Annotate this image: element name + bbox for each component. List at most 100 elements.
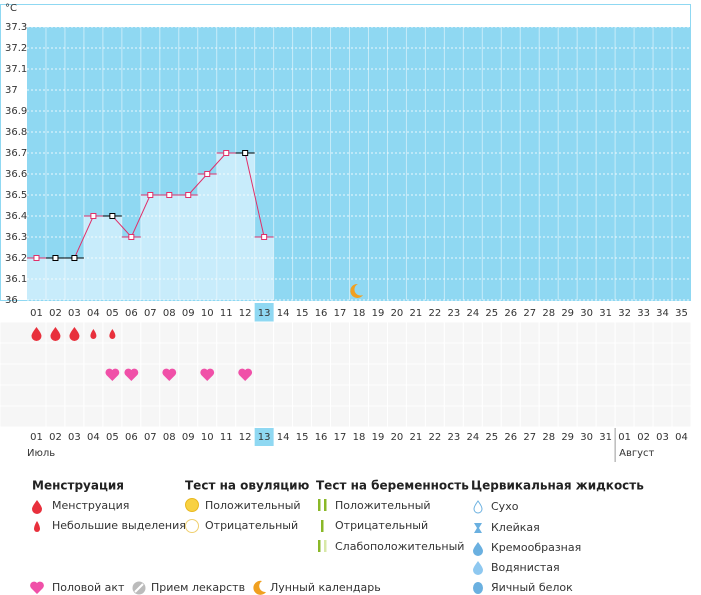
x-tick-label: 32 (618, 308, 631, 319)
grid-cell (557, 405, 578, 428)
date-label: 01 (30, 432, 43, 443)
x-tick-label: 03 (68, 308, 81, 319)
x-tick-label: 17 (334, 308, 347, 319)
grid-cell (292, 342, 313, 365)
grid-cell (424, 405, 445, 428)
marker (90, 213, 97, 219)
grid-cell (0, 342, 47, 365)
grid-cell (633, 405, 654, 428)
x-tick-label: 11 (220, 308, 233, 319)
x-tick-label: 25 (485, 308, 498, 319)
grid-cell (405, 321, 426, 344)
grid-cell (462, 384, 483, 407)
marker (52, 255, 59, 261)
grid-cell (216, 405, 237, 428)
grid-cell (64, 384, 85, 407)
grid-cell (576, 405, 597, 428)
x-tick-label: 26 (504, 308, 517, 319)
legend-title: Тест на овуляцию (185, 479, 310, 493)
grid-cell (159, 384, 180, 407)
grid-cell (652, 342, 673, 365)
y-tick-label: 36.5 (5, 190, 27, 201)
icon (318, 499, 321, 511)
grid-cell (538, 363, 559, 386)
grid-cell (557, 363, 578, 386)
date-label: 25 (485, 432, 498, 443)
date-label: 17 (334, 432, 347, 443)
date-label: 18 (353, 432, 366, 443)
grid-cell (595, 405, 616, 428)
grid-cell (443, 363, 464, 386)
grid-cell (273, 363, 294, 386)
date-label: 14 (277, 432, 290, 443)
grid-cell (500, 384, 521, 407)
grid-cell (330, 405, 351, 428)
grid-cell (45, 363, 66, 386)
date-label: 13 (258, 432, 271, 443)
grid-cell (462, 342, 483, 365)
date-label: 29 (561, 432, 574, 443)
grid-cell (462, 405, 483, 428)
grid-cell (424, 342, 445, 365)
y-tick-label: 36.1 (5, 274, 27, 285)
grid-cell (595, 321, 616, 344)
grid-cell (500, 321, 521, 344)
grid-cell (386, 363, 407, 386)
x-tick-label: 30 (580, 308, 593, 319)
grid-cell (481, 363, 502, 386)
grid-cell (140, 321, 161, 344)
y-tick-label: 36.3 (5, 232, 27, 243)
y-tick-label: 37 (5, 85, 18, 96)
icon (473, 582, 483, 594)
grid-cell (633, 384, 654, 407)
grid-cell (83, 405, 104, 428)
marker (261, 234, 268, 240)
date-label: 01 (618, 432, 631, 443)
grid-cell (576, 342, 597, 365)
marker (33, 255, 40, 261)
grid-cell (254, 363, 275, 386)
grid-cell (292, 405, 313, 428)
grid-cell (538, 342, 559, 365)
x-tick-label: 15 (296, 308, 309, 319)
bar (64, 258, 84, 300)
date-label: 26 (504, 432, 517, 443)
icon (324, 540, 327, 552)
grid-cell (405, 384, 426, 407)
grid-cell (0, 384, 47, 407)
date-label: 05 (106, 432, 119, 443)
x-tick-label: 24 (466, 308, 479, 319)
grid-cell (330, 363, 351, 386)
date-label: 03 (68, 432, 81, 443)
x-tick-label: 05 (106, 308, 119, 319)
marker (71, 255, 78, 261)
grid-cell (481, 321, 502, 344)
y-tick-label: 36.7 (5, 148, 27, 159)
grid-cell (178, 321, 199, 344)
legend-item: Положительный (335, 499, 431, 512)
date-label: 02 (637, 432, 650, 443)
date-label: 09 (182, 432, 195, 443)
grid-cell (481, 384, 502, 407)
y-tick-label: 36.8 (5, 127, 27, 138)
grid-cell (386, 342, 407, 365)
x-tick-label: 20 (391, 308, 404, 319)
date-label: 24 (466, 432, 479, 443)
grid-cell (386, 384, 407, 407)
legend-item: Положительный (205, 499, 301, 512)
x-tick-label: 19 (372, 308, 385, 319)
date-label: 28 (542, 432, 555, 443)
grid-cell (576, 363, 597, 386)
grid-cell (367, 384, 388, 407)
grid-cell (140, 405, 161, 428)
date-label: 08 (163, 432, 176, 443)
y-tick-label: 36.4 (5, 211, 27, 222)
grid-cell (614, 363, 635, 386)
x-tick-label: 35 (675, 308, 688, 319)
grid-cell (500, 405, 521, 428)
heart-icon (105, 368, 120, 381)
today-highlight (254, 303, 274, 322)
date-label: 31 (599, 432, 612, 443)
grid-cell (121, 384, 142, 407)
x-tick-label: 01 (30, 308, 43, 319)
